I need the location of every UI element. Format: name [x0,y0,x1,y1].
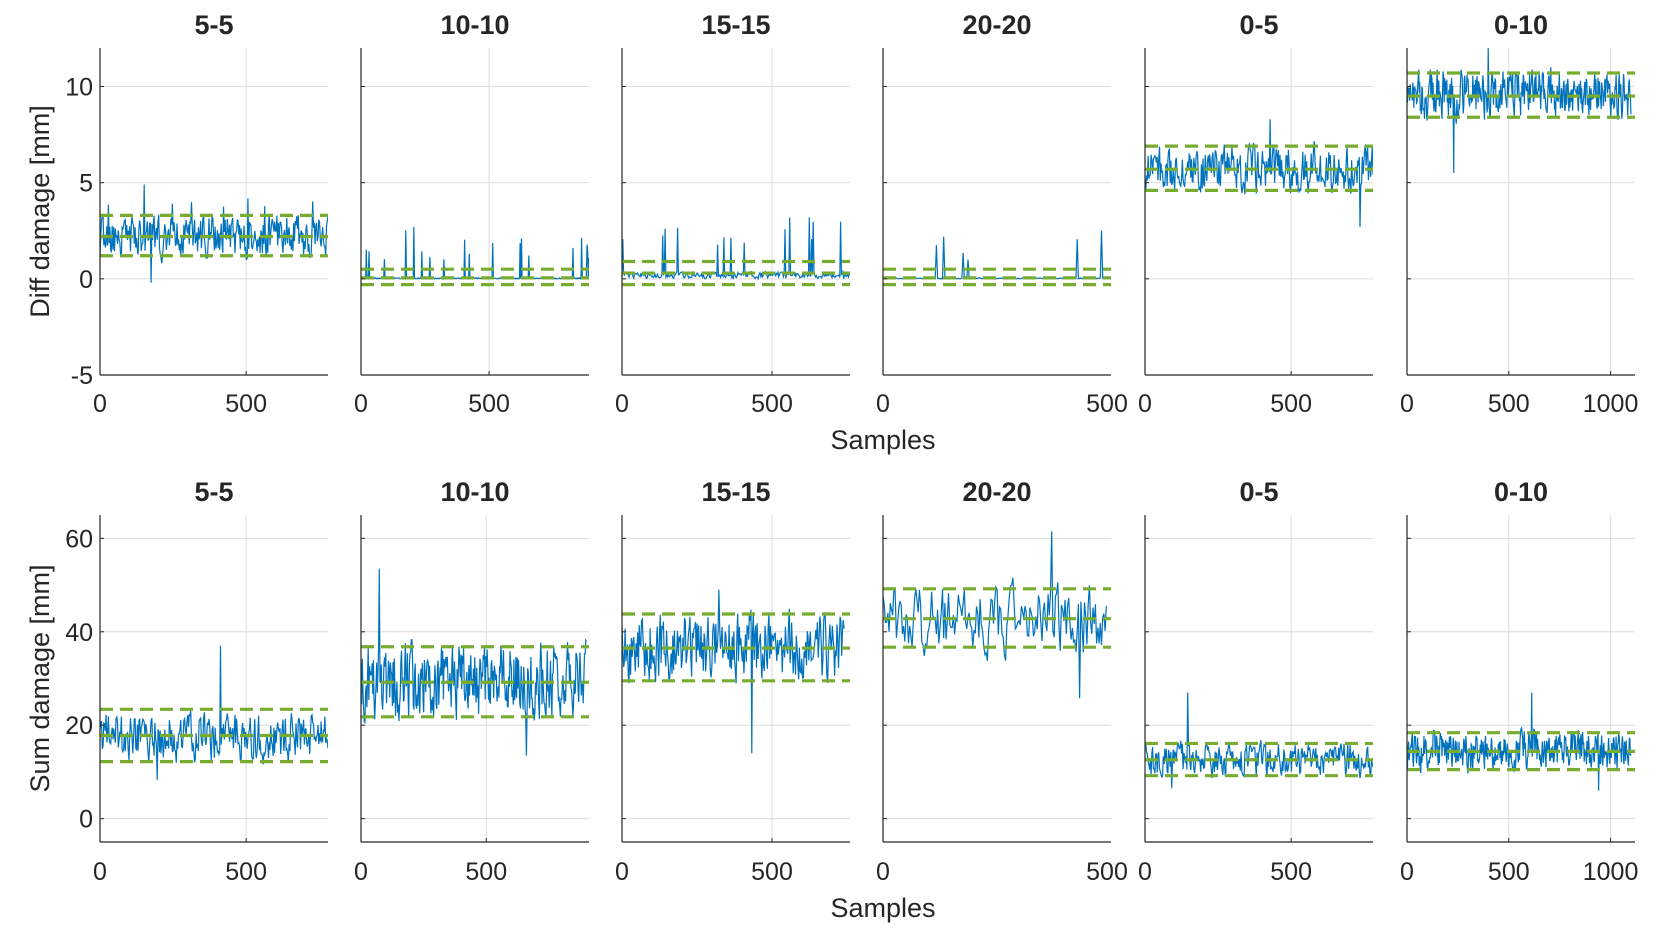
panel-title: 0-5 [1239,10,1278,40]
x-tick-label: 500 [225,390,267,418]
x-tick-label: 0 [93,858,107,886]
data-series-line [1145,119,1373,227]
data-series-line [883,531,1107,699]
x-tick-label: 0 [354,858,368,886]
panel-title: 10-10 [440,477,509,507]
panel-title: 0-10 [1494,10,1548,40]
panel-top-10-10: 0 500 10-10 [354,10,589,418]
panel-title: 15-15 [701,477,770,507]
data-series-line [883,230,1107,280]
data-series-line [100,645,328,780]
panel-bottom-15-15: 0 500 15-15 [615,477,850,886]
panel-bottom-0-5: 0 500 0-5 [1138,477,1373,886]
data-series-line [1407,48,1632,174]
data-series-line [361,568,588,756]
data-series-line [1407,692,1632,791]
y-axis-label: Sum damage [mm] [25,564,55,792]
panel-top-0-5: 0 500 0-5 [1138,10,1373,418]
x-tick-label: 500 [1086,858,1128,886]
panel-title: 10-10 [440,10,509,40]
x-tick-label: 500 [225,858,267,886]
panel-bottom-10-10: 0 500 10-10 [354,477,589,886]
y-tick-label: 40 [65,619,93,647]
x-tick-label: 1000 [1583,390,1639,418]
y-tick-label: 0 [79,806,93,834]
panel-title: 20-20 [962,10,1031,40]
data-series-line [622,217,850,281]
x-tick-label: 0 [1400,390,1414,418]
x-tick-label: 500 [1270,390,1312,418]
x-tick-label: 0 [615,390,629,418]
x-tick-label: 0 [93,390,107,418]
panel-title: 20-20 [962,477,1031,507]
x-tick-label: 1000 [1583,858,1639,886]
data-series-line [361,226,589,281]
panel-title: 5-5 [194,10,233,40]
x-tick-label: 0 [1138,858,1152,886]
x-tick-label: 0 [876,390,890,418]
y-tick-label: 20 [65,712,93,740]
x-tick-label: 500 [468,390,510,418]
panel-bottom-20-20: 0 500 20-20 [876,477,1128,886]
x-tick-label: 500 [751,858,793,886]
x-tick-label: 0 [615,858,629,886]
x-tick-label: 500 [1488,858,1530,886]
x-tick-label: 0 [876,858,890,886]
y-tick-label: 0 [79,266,93,294]
panel-bottom-5-5: 0 500 0 20 40 60 5-5 [65,477,328,886]
x-tick-label: 500 [465,858,507,886]
panel-top-20-20: 0 500 20-20 [876,10,1128,418]
x-axis-label: Samples [830,893,935,923]
panel-bottom-0-10: 0 500 1000 0-10 [1400,477,1638,886]
panel-title: 0-5 [1239,477,1278,507]
y-tick-label: 10 [65,73,93,101]
data-series-line [100,184,328,283]
y-tick-label: 5 [79,170,93,198]
x-axis-label: Samples [830,425,935,455]
x-tick-label: 500 [1270,858,1312,886]
panel-title: 15-15 [701,10,770,40]
panel-top-15-15: 0 500 15-15 [615,10,850,418]
x-tick-label: 500 [1488,390,1530,418]
panel-title: 0-10 [1494,477,1548,507]
data-series-line [1145,692,1373,789]
panel-title: 5-5 [194,477,233,507]
x-tick-label: 0 [1138,390,1152,418]
x-tick-label: 0 [354,390,368,418]
x-tick-label: 500 [1086,390,1128,418]
data-series-line [622,589,845,754]
panel-top-0-10: 0 500 1000 0-10 [1400,10,1638,418]
x-tick-label: 500 [751,390,793,418]
y-tick-label: 60 [65,525,93,553]
y-tick-label: -5 [71,362,93,390]
y-axis-label: Diff damage [mm] [25,105,55,318]
x-tick-label: 0 [1400,858,1414,886]
